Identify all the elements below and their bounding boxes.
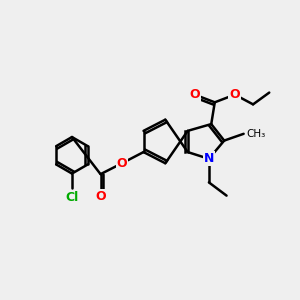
Text: Cl: Cl bbox=[65, 190, 79, 204]
Text: N: N bbox=[204, 152, 214, 165]
Text: O: O bbox=[95, 190, 106, 203]
Text: CH₃: CH₃ bbox=[247, 129, 266, 139]
Text: O: O bbox=[189, 88, 200, 101]
Text: O: O bbox=[230, 88, 240, 101]
Text: O: O bbox=[117, 157, 127, 170]
